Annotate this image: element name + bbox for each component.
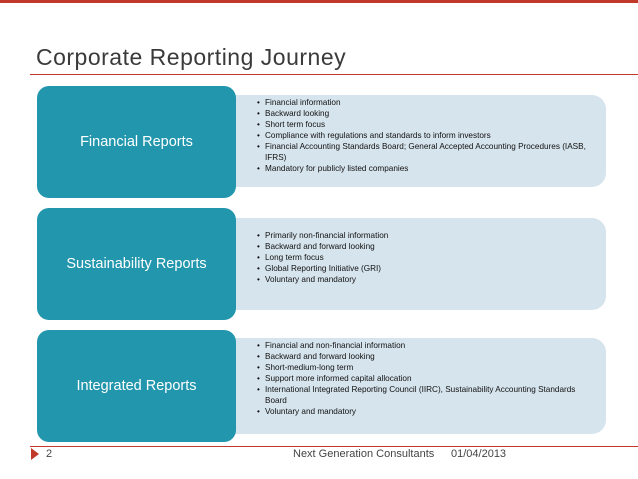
- bullet-item: Support more informed capital allocation: [257, 373, 598, 384]
- bullet-item: Financial information: [257, 97, 598, 108]
- triangle-marker-icon: [31, 448, 39, 460]
- integrated-reports-label: Integrated Reports: [37, 330, 236, 442]
- title-divider: [30, 74, 638, 75]
- sustainability-reports-details: Primarily non-financial information Back…: [190, 218, 606, 310]
- bullet-item: Global Reporting Initiative (GRI): [257, 263, 598, 274]
- slide-title: Corporate Reporting Journey: [36, 44, 347, 70]
- bullet-item: Backward and forward looking: [257, 241, 598, 252]
- bullet-item: Financial and non-financial information: [257, 340, 598, 351]
- bullet-item: Voluntary and mandatory: [257, 274, 598, 285]
- bullet-item: Backward looking: [257, 108, 598, 119]
- bullet-item: Backward and forward looking: [257, 351, 598, 362]
- integrated-reports-details: Financial and non-financial information …: [190, 338, 606, 434]
- bullet-item: Short term focus: [257, 119, 598, 130]
- bullet-item: Voluntary and mandatory: [257, 406, 598, 417]
- footer-company: Next Generation Consultants: [293, 448, 435, 460]
- bullet-item: Long term focus: [257, 252, 598, 263]
- top-accent-bar: [0, 0, 638, 3]
- bullet-item: Mandatory for publicly listed companies: [257, 163, 598, 174]
- financial-reports-label: Financial Reports: [37, 86, 236, 198]
- financial-reports-details: Financial information Backward looking S…: [190, 95, 606, 187]
- financial-reports-bullets: Financial information Backward looking S…: [257, 97, 598, 174]
- footer-date: 01/04/2013: [451, 448, 507, 460]
- page-number: 2: [46, 448, 53, 460]
- bullet-item: Short-medium-long term: [257, 362, 598, 373]
- sustainability-reports-bullets: Primarily non-financial information Back…: [257, 230, 598, 285]
- sustainability-reports-label: Sustainability Reports: [37, 208, 236, 320]
- bullet-item: International Integrated Reporting Counc…: [257, 384, 598, 406]
- integrated-reports-bullets: Financial and non-financial information …: [257, 340, 598, 417]
- bullet-item: Primarily non-financial information: [257, 230, 598, 241]
- bullet-item: Compliance with regulations and standard…: [257, 130, 598, 141]
- footer-divider: [30, 446, 638, 447]
- bullet-item: Financial Accounting Standards Board; Ge…: [257, 141, 598, 163]
